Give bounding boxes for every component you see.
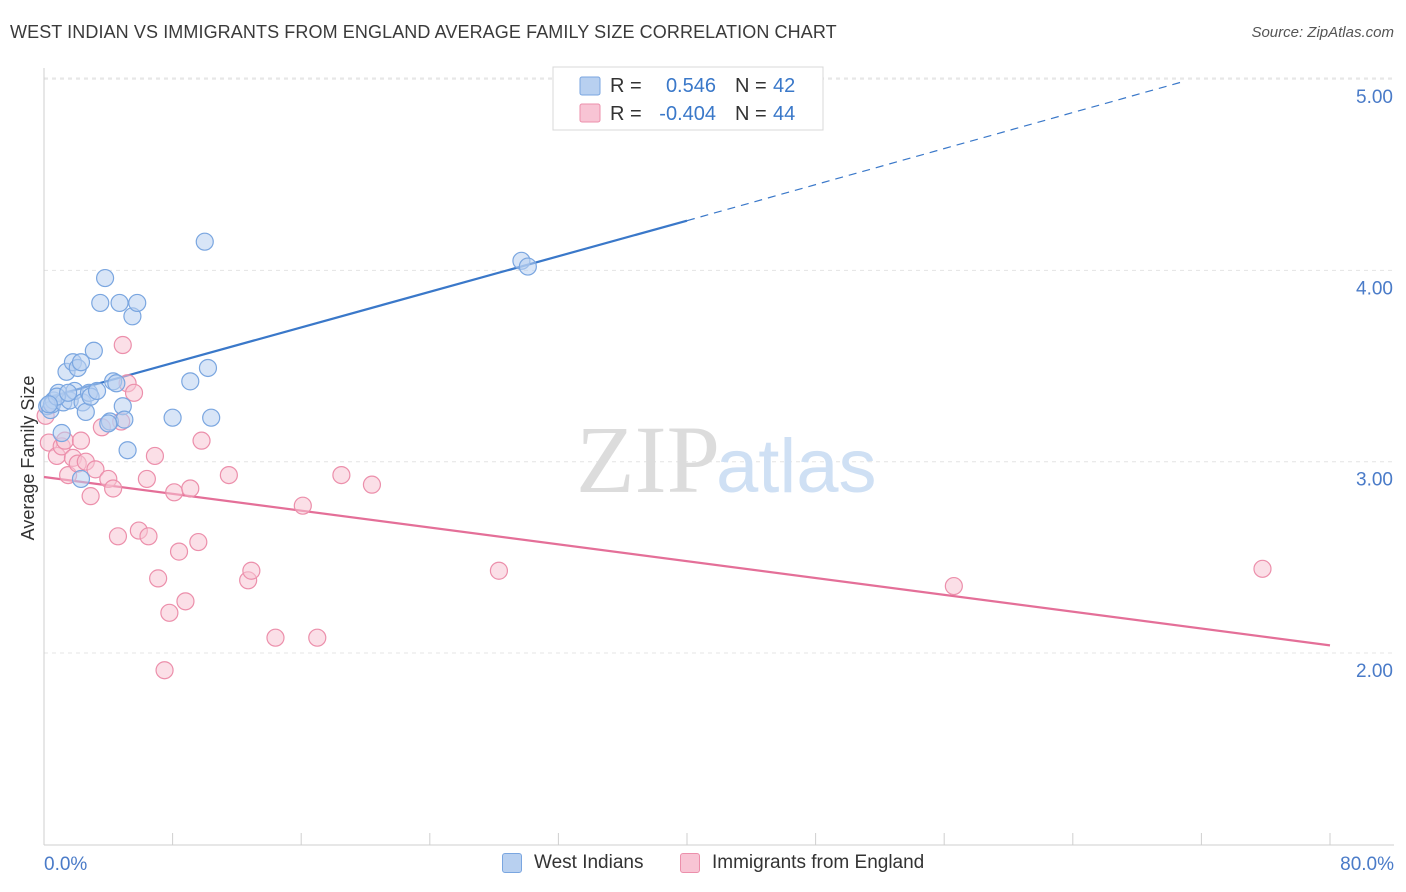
legend-r-label: R = [610,103,642,125]
point-immigrants-england [113,335,132,355]
stats-legend: R = 0.546 N = 42 R = -0.404 N = 44 [552,66,824,131]
point-immigrants-england [169,542,189,561]
point-immigrants-england [489,561,509,580]
point-immigrants-england [160,603,179,622]
watermark-atlas: atlas [716,424,877,509]
legend-swatch-west-indians [579,76,601,96]
point-immigrants-england [176,592,195,611]
legend-r-value: 0.546 [666,75,716,97]
point-immigrants-england [86,460,105,479]
point-immigrants-england [71,431,91,450]
legend-r-value: -0.404 [659,103,716,125]
point-west-indians [76,402,95,422]
point-west-indians [163,408,182,427]
point-west-indians [91,293,110,313]
y-tick-label: 2.00 [1356,661,1393,682]
trend-lines [43,80,1331,647]
point-immigrants-england [1253,559,1272,578]
point-immigrants-england [149,569,168,588]
x-tick-label-min: 0.0% [44,854,87,875]
point-west-indians [71,469,91,489]
legend-swatch-immigrants-england [680,853,700,873]
point-west-indians [52,423,71,443]
legend-n-value: 44 [773,103,795,125]
point-immigrants-england [192,431,211,450]
trend-line-west-indians-projection [686,80,1186,222]
point-immigrants-england [308,628,327,647]
point-west-indians [99,414,118,433]
point-immigrants-england [165,483,184,502]
legend-n-value: 42 [773,75,795,97]
y-axis-title: Average Family Size [18,376,38,541]
x-tick-label-max: 80.0% [1340,854,1394,875]
point-immigrants-england [944,576,963,596]
point-immigrants-england [293,496,312,515]
point-west-indians [95,268,115,288]
y-tick-label: 3.00 [1356,470,1393,491]
point-west-indians [87,381,107,401]
point-west-indians [107,374,126,393]
point-west-indians [195,232,214,251]
legend-label-west-indians: West Indians [534,852,644,873]
trend-line-west-indians [43,219,688,400]
y-tick-labels: 2.00 3.00 4.00 5.00 [1356,87,1393,682]
point-immigrants-england [81,487,100,506]
source-label: Source: ZipAtlas.com [1251,24,1394,41]
point-west-indians [71,353,91,372]
point-immigrants-england [108,527,128,546]
y-tick-label: 4.00 [1356,278,1393,299]
legend-r-label: R = [610,75,642,97]
point-immigrants-england [266,628,285,647]
point-immigrants-england [104,479,123,498]
point-west-indians [59,383,78,402]
point-west-indians [181,372,200,391]
legend-label-immigrants-england: Immigrants from England [712,852,925,873]
trend-line-immigrants-england [43,475,1331,647]
point-west-indians [84,341,103,360]
point-immigrants-england [219,465,238,485]
legend-swatch-west-indians [502,853,522,873]
watermark-zip: ZIP [576,406,720,513]
point-west-indians [518,257,537,276]
y-tick-label: 5.00 [1356,87,1393,108]
legend-n-label: N = [735,103,767,125]
legend-n-label: N = [735,75,767,97]
point-west-indians [198,358,218,378]
point-immigrants-england [242,561,261,580]
legend-item-west-indians[interactable]: West Indians [502,852,643,874]
point-immigrants-england [189,532,208,552]
point-immigrants-england [124,383,144,402]
point-immigrants-england [145,446,165,466]
chart-title: WEST INDIAN VS IMMIGRANTS FROM ENGLAND A… [10,22,837,42]
axes [43,68,1394,846]
point-immigrants-england [332,465,351,485]
point-immigrants-england [155,661,174,680]
point-immigrants-england [362,475,382,494]
point-immigrants-england [137,469,156,489]
point-immigrants-england [181,479,200,498]
point-immigrants-england [139,527,158,546]
legend-item-immigrants-england[interactable]: Immigrants from England [680,852,924,874]
point-west-indians [118,441,137,460]
bottom-legend: West Indians Immigrants from England [0,852,1406,878]
point-west-indians [110,293,129,313]
point-west-indians [115,410,134,429]
point-west-indians [39,395,58,414]
legend-swatch-immigrants-england [579,103,601,123]
point-west-indians [202,408,221,427]
point-west-indians [128,293,147,313]
data-points [36,232,1272,680]
